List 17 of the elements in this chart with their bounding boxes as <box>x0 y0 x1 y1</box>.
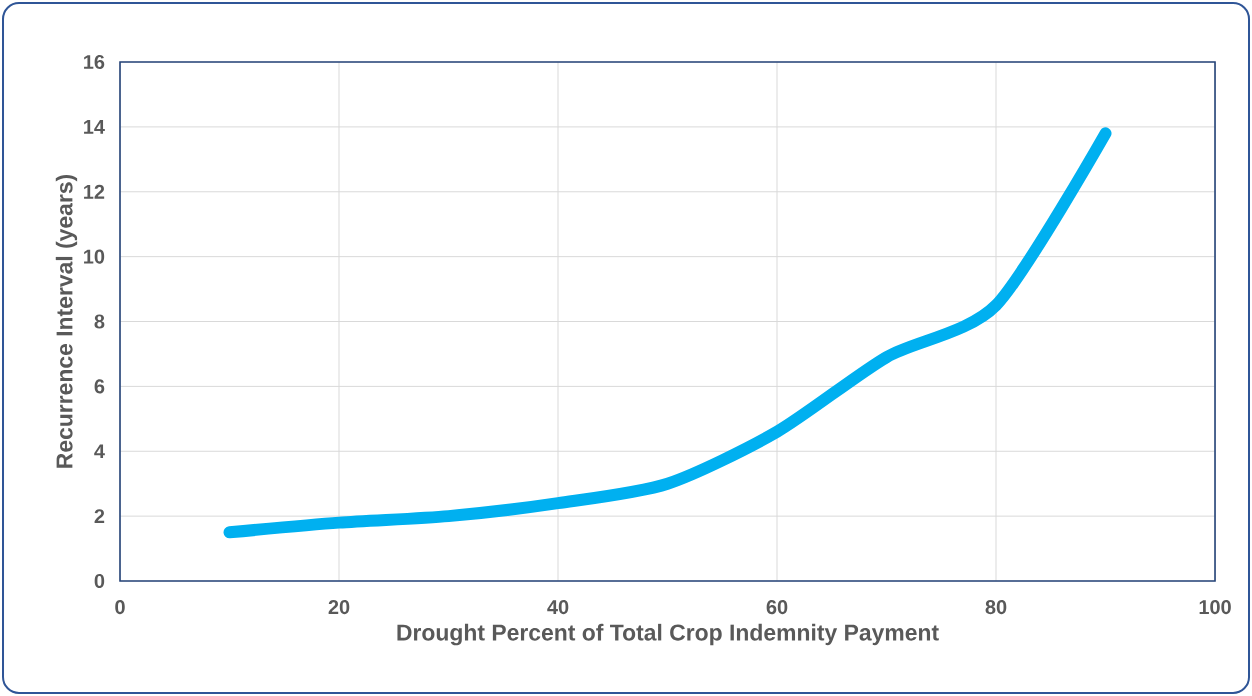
x-tick-label: 20 <box>328 600 350 615</box>
x-axis-title: Drought Percent of Total Crop Indemnity Payment <box>397 623 939 646</box>
y-tick-label: 2 <box>94 509 105 524</box>
y-tick-label: 10 <box>84 249 105 264</box>
y-tick-label: 16 <box>84 54 105 70</box>
x-tick-label: 80 <box>985 600 1007 615</box>
x-tick-label: 0 <box>115 600 125 615</box>
y-tick-label: 14 <box>84 120 105 134</box>
y-axis-title: Recurrence Interval (years) <box>55 174 78 468</box>
x-tick-label: 100 <box>1199 600 1231 615</box>
y-tick-label: 8 <box>94 314 105 329</box>
x-tick-label: 40 <box>547 600 569 615</box>
y-tick-label: 6 <box>94 379 105 394</box>
y-tick-label: 12 <box>84 184 105 199</box>
x-tick-label: 60 <box>766 600 788 615</box>
y-tick-label: 0 <box>94 573 105 589</box>
y-tick-label: 4 <box>94 444 105 459</box>
